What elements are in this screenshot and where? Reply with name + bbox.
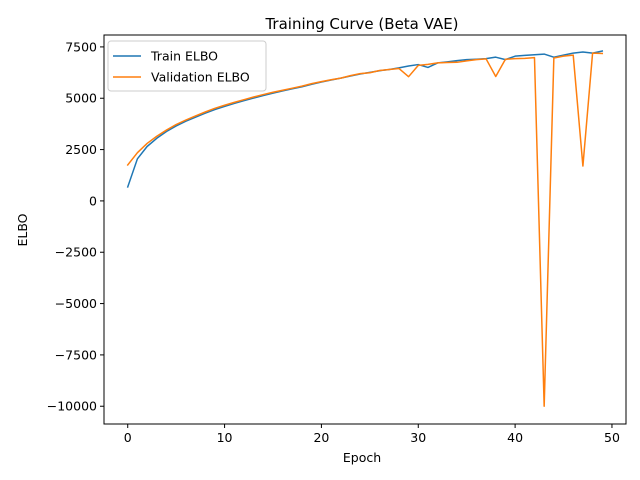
x-tick-label: 10: [217, 430, 233, 445]
y-tick-label: −5000: [55, 296, 97, 311]
x-tick-label: 30: [410, 430, 426, 445]
x-tick-label: 20: [313, 430, 329, 445]
y-tick-label: 5000: [65, 91, 97, 106]
plot-area: [126, 50, 604, 407]
y-tick-label: −7500: [55, 347, 97, 362]
x-tick-label: 40: [507, 430, 523, 445]
x-tick-label: 50: [604, 430, 620, 445]
x-axis-label: Epoch: [343, 450, 381, 465]
x-axis: 0 10 20 30 40 50: [124, 424, 620, 445]
y-tick-label: −2500: [55, 245, 97, 260]
legend-entry: Validation ELBO: [151, 70, 250, 85]
y-tick-label: −10000: [47, 399, 97, 414]
y-tick-label: 0: [89, 193, 97, 208]
axes-frame: [103, 34, 627, 425]
y-tick-label: 7500: [65, 39, 97, 54]
chart-title: Training Curve (Beta VAE): [264, 15, 458, 33]
legend: Train ELBO Validation ELBO: [107, 40, 267, 92]
x-tick-label: 0: [124, 430, 132, 445]
legend-box: [107, 40, 267, 92]
y-axis-label: ELBO: [15, 213, 30, 246]
legend-entry: Train ELBO: [150, 49, 218, 64]
series-line-validation-elbo: [126, 52, 604, 407]
y-axis: −10000 −7500 −5000 −2500 0 2500 5000 7500: [47, 39, 104, 414]
y-tick-label: 2500: [65, 142, 97, 157]
